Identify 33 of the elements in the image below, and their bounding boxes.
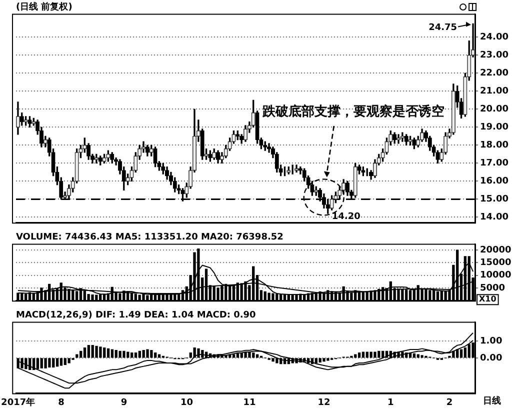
y-tick-label: 18.00 [480,140,508,151]
y-tick-label: 17.00 [480,158,508,169]
annotation: 14.20 [332,212,360,222]
y-tick-label: 20000 [480,245,512,256]
text: X10 [479,294,497,304]
chart-title: (日线 前复权) [16,2,72,13]
y-tick-label: 19.00 [480,122,508,133]
y-tick-label: 10000 [480,270,512,281]
x-tick-label: 10 [180,398,193,408]
x-tick-label: 8 [58,398,64,408]
x-tick-label: 2017年 [1,396,36,408]
y-tick-label: 14.00 [480,212,508,223]
y-tick-label: 21.00 [480,86,508,97]
text: 日线 [483,395,501,406]
x-tick-label: 9 [120,398,128,408]
x-tick-label: 11 [243,398,256,408]
y-tick-label: 23.00 [480,50,508,61]
y-tick-label: 22.00 [480,68,508,79]
y-tick-label: 15.00 [480,194,508,205]
y-tick-label: 15000 [480,258,512,268]
y-tick-label: 16.00 [480,176,508,187]
chart-title: MACD(12,26,9) DIF: 1.49 DEA: 1.04 MACD: 0.90 [16,310,256,321]
x-tick-label: 12 [318,398,330,408]
annotation: 跌破底部支撑，要观察是否诱空 [261,103,444,120]
chart-title: VOLUME: 74436.43 MA5: 113351.20 MA20: 76398.52 [16,232,284,243]
annotation: 24.75 [428,23,458,34]
y-tick-label: 20.00 [480,104,508,115]
x-tick-label: 2 [446,398,453,408]
y-tick-label: 0.00 [480,353,502,364]
y-tick-label: 24.00 [480,32,508,43]
x-tick-label: 1 [388,398,394,408]
y-tick-label: 1.00 [480,336,502,346]
y-tick-label: 5000 [480,283,506,294]
